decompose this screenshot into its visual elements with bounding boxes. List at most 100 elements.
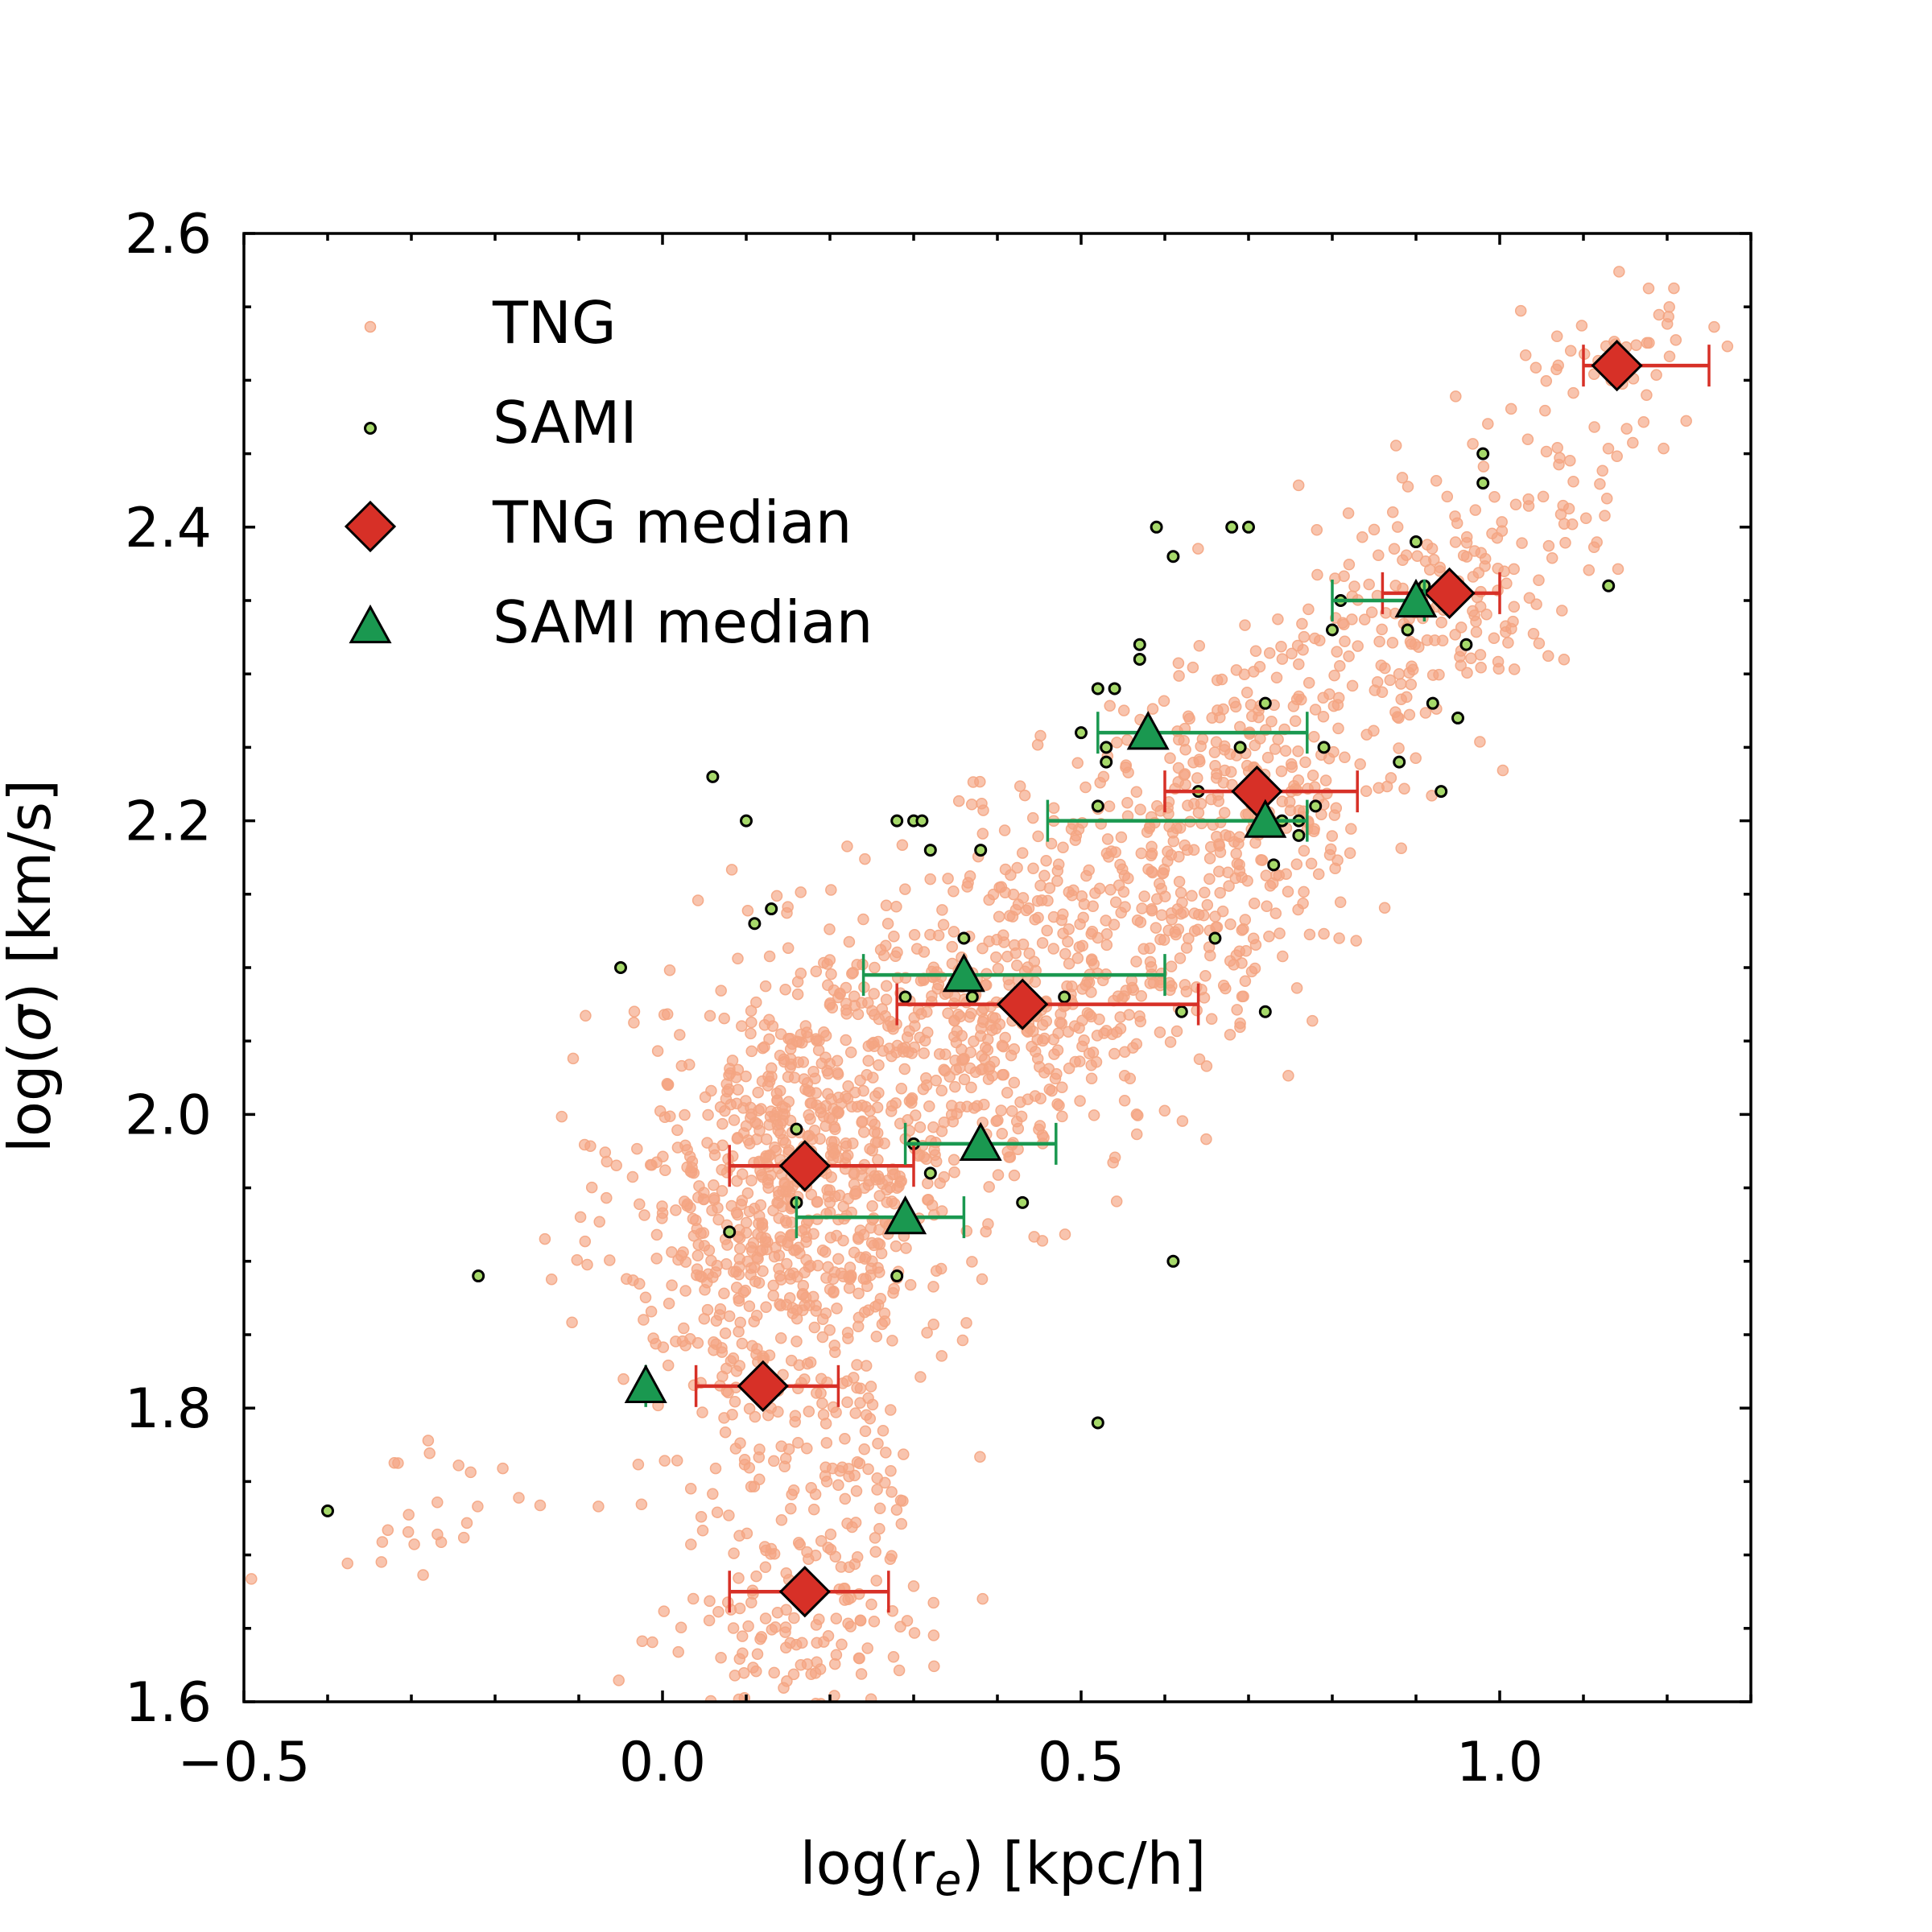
tng-point xyxy=(1282,1070,1294,1082)
sami-point xyxy=(1602,579,1616,592)
tng-point xyxy=(801,1443,813,1455)
tng-point xyxy=(832,1067,844,1079)
tng-point xyxy=(1123,1009,1135,1021)
tng-point xyxy=(881,918,894,930)
tng-point xyxy=(1398,782,1410,795)
tng-point xyxy=(402,1509,415,1521)
tng-point xyxy=(1069,1055,1081,1068)
tng-point xyxy=(718,1412,730,1424)
tng-point xyxy=(1081,976,1093,988)
tng-point xyxy=(1324,843,1337,856)
tng-point xyxy=(1307,769,1319,782)
tng-point xyxy=(1274,927,1286,939)
tng-point xyxy=(1721,340,1734,353)
tng-point xyxy=(862,1055,874,1067)
tng-point xyxy=(1229,872,1242,885)
tng-point xyxy=(857,913,869,926)
tng-point xyxy=(1205,1013,1218,1026)
tng-point xyxy=(836,1638,848,1650)
tng-point xyxy=(1048,1048,1060,1060)
tng-point xyxy=(774,1299,787,1312)
tng-point xyxy=(1457,549,1470,562)
tng-point xyxy=(749,1410,762,1423)
tng-point xyxy=(1056,1110,1068,1123)
tng-point xyxy=(865,1262,877,1274)
tng-point xyxy=(822,1088,834,1100)
tng-point xyxy=(808,1125,821,1137)
tng-point xyxy=(1154,877,1166,890)
tng-point xyxy=(1318,927,1330,940)
tng-point xyxy=(1554,508,1567,521)
tng-point xyxy=(729,1395,741,1408)
tng-point xyxy=(733,1242,746,1255)
tng-point xyxy=(431,1496,444,1509)
tng-point xyxy=(818,1636,830,1648)
tng-point xyxy=(825,884,837,896)
tng-point xyxy=(1537,490,1550,503)
tng-point xyxy=(1236,924,1249,936)
tng-point xyxy=(1260,869,1273,881)
tng-point xyxy=(1200,1133,1212,1146)
tng-point xyxy=(1199,886,1211,898)
tng-point xyxy=(778,1053,791,1065)
sami-point xyxy=(1150,520,1163,534)
tng-point xyxy=(728,1114,741,1126)
tng-point xyxy=(631,1142,643,1155)
tng-point xyxy=(457,1531,470,1544)
tng-point xyxy=(1334,896,1347,909)
tng-point xyxy=(672,1645,684,1658)
tng-point xyxy=(1032,830,1044,843)
tng-point xyxy=(1213,840,1226,852)
tng-point xyxy=(857,1126,870,1138)
tng-point xyxy=(839,1433,851,1445)
tng-point xyxy=(982,1218,994,1230)
tng-point xyxy=(719,1426,732,1439)
tng-point xyxy=(1508,601,1521,613)
tng-point xyxy=(1135,847,1148,860)
tng-point xyxy=(1290,858,1303,870)
tng-point xyxy=(797,1288,809,1300)
tng-point xyxy=(1179,778,1191,791)
tng-point xyxy=(966,1256,978,1268)
tng-point xyxy=(995,1104,1007,1117)
sami-point xyxy=(1100,741,1113,754)
tng-point xyxy=(1071,952,1084,964)
tng-point xyxy=(1091,1030,1104,1042)
tng-point xyxy=(1065,823,1078,836)
tng-point xyxy=(1239,619,1251,631)
tng-point xyxy=(774,1331,787,1344)
tng-point xyxy=(376,1536,389,1548)
tng-point xyxy=(1400,549,1413,561)
tng-point xyxy=(650,1338,662,1350)
tng-point xyxy=(1501,577,1513,590)
tng-point xyxy=(1449,510,1461,522)
tng-point xyxy=(1174,952,1187,964)
legend-label: SAMI xyxy=(493,389,638,456)
tng-point xyxy=(678,1195,691,1208)
tng-point xyxy=(754,1633,766,1645)
sami-point xyxy=(1267,858,1281,872)
tng-point xyxy=(1298,844,1311,857)
tng-point xyxy=(770,890,783,902)
tng-point xyxy=(1216,905,1229,918)
legend: TNG SAMI TNG median SAMI median xyxy=(344,289,873,656)
tng-point xyxy=(1373,635,1385,648)
tng-point xyxy=(1315,808,1327,821)
tng-point xyxy=(839,1492,852,1505)
tng-point xyxy=(843,1271,855,1283)
tng-point xyxy=(1087,1046,1100,1059)
tng-point xyxy=(460,1517,473,1530)
tng-point xyxy=(1539,404,1551,417)
tng-point xyxy=(1386,506,1399,518)
tng-point xyxy=(763,1033,775,1046)
tng-point xyxy=(1087,900,1099,913)
tng-point xyxy=(965,1007,977,1020)
tng-point xyxy=(1237,990,1249,1002)
tng-point xyxy=(1223,830,1236,843)
tng-point xyxy=(1106,1028,1119,1041)
tng-point xyxy=(1360,729,1373,741)
tng-point xyxy=(895,1517,908,1530)
tng-point xyxy=(815,1387,827,1399)
tng-point xyxy=(1637,416,1650,428)
sami-point xyxy=(765,902,778,916)
